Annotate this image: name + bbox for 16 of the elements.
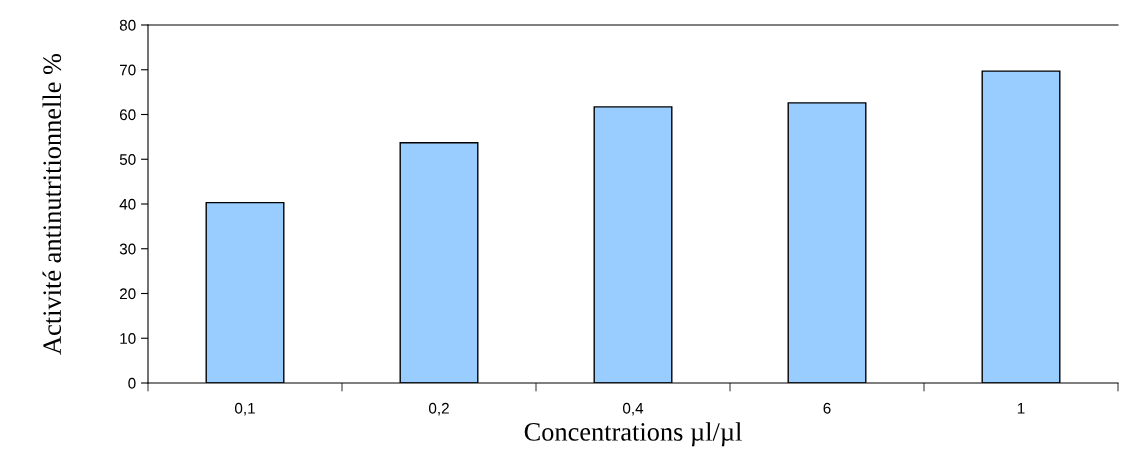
y-tick-label: 20	[119, 288, 136, 300]
y-tick-label: 60	[119, 109, 136, 121]
y-tick-label: 10	[120, 333, 136, 344]
x-tick-label: 0,2	[428, 402, 449, 416]
y-axis-title: Activité antinutritionnelle %	[42, 53, 62, 355]
y-tick-label: 80	[119, 19, 136, 31]
x-tick-label: 1	[1017, 403, 1025, 414]
y-tick-label: 70	[119, 64, 136, 76]
x-tick-label: 0,1	[234, 402, 255, 416]
y-tick-label: 30	[119, 243, 136, 255]
x-tick-label: 6	[823, 402, 831, 414]
x-axis-title: Concentrations µl/µl	[524, 422, 742, 447]
x-tick-label: 0,4	[622, 402, 644, 416]
y-tick-label: 0	[128, 377, 136, 389]
y-tick-label: 40	[119, 198, 136, 210]
y-tick-label: 50	[119, 154, 136, 165]
